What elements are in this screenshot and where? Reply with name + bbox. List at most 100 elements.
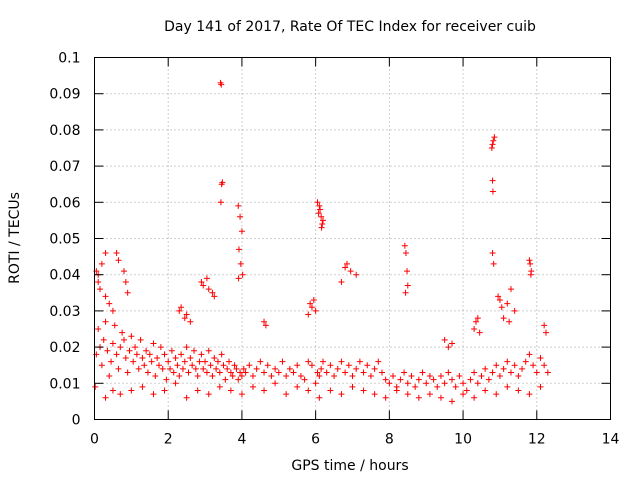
data-point: [124, 289, 131, 296]
data-point: [235, 246, 242, 253]
data-point: [146, 351, 153, 358]
data-point: [113, 351, 120, 358]
data-point: [217, 199, 224, 206]
y-tick-label: 0.01: [49, 376, 80, 392]
data-point: [167, 365, 174, 372]
x-tick-labels: 0 2 4 6 8 10 12 14: [90, 432, 619, 448]
data-point: [445, 369, 452, 376]
data-point: [128, 387, 135, 394]
data-point: [111, 322, 118, 329]
data-point: [130, 358, 137, 365]
data-point: [530, 362, 537, 369]
data-point: [449, 340, 456, 347]
data-point: [261, 318, 268, 325]
data-point: [102, 249, 109, 256]
data-point: [92, 383, 99, 390]
data-point: [323, 369, 330, 376]
data-point: [163, 376, 170, 383]
data-point: [98, 260, 105, 267]
y-tick-label: 0.09: [49, 87, 80, 103]
data-point: [95, 278, 102, 285]
data-point: [133, 351, 140, 358]
data-point: [526, 351, 533, 358]
data-point: [338, 278, 345, 285]
data-point: [229, 373, 236, 380]
data-point: [209, 373, 216, 380]
data-point: [493, 362, 500, 369]
data-point: [412, 383, 419, 390]
data-point: [491, 134, 498, 141]
data-point: [404, 391, 411, 398]
data-point: [537, 383, 544, 390]
data-point: [312, 380, 319, 387]
data-point: [404, 268, 411, 275]
data-point: [316, 394, 323, 401]
data-point: [161, 351, 168, 358]
data-point: [135, 365, 142, 372]
data-point: [430, 376, 437, 383]
data-point: [141, 362, 148, 369]
y-tick-labels: 0 0.01 0.02 0.03 0.04 0.05 0.06 0.07 0.08 0.09 0.1: [49, 51, 80, 429]
data-point: [200, 282, 207, 289]
data-point: [307, 300, 314, 307]
data-point: [526, 257, 533, 264]
data-point: [154, 354, 161, 361]
data-point: [238, 228, 245, 235]
data-point: [393, 387, 400, 394]
data-point: [537, 354, 544, 361]
x-tick-label: 8: [385, 432, 394, 448]
data-point: [490, 260, 497, 267]
data-point: [471, 369, 478, 376]
data-point: [426, 391, 433, 398]
data-point: [382, 394, 389, 401]
data-point: [522, 358, 529, 365]
data-point: [401, 369, 408, 376]
data-point: [181, 315, 188, 322]
data-point: [120, 336, 127, 343]
data-point: [541, 322, 548, 329]
data-point: [316, 202, 323, 209]
data-point: [139, 354, 146, 361]
data-point: [100, 336, 107, 343]
data-point: [115, 365, 122, 372]
data-point: [203, 369, 210, 376]
data-point: [224, 365, 231, 372]
data-point: [401, 242, 408, 249]
data-point: [240, 365, 247, 372]
data-point: [222, 376, 229, 383]
data-point: [320, 217, 327, 224]
data-point: [500, 315, 507, 322]
data-point: [294, 383, 301, 390]
data-point: [174, 362, 181, 369]
y-tick-label: 0.04: [49, 268, 80, 284]
data-point: [312, 307, 319, 314]
data-point: [474, 380, 481, 387]
data-point: [161, 387, 168, 394]
data-point: [402, 289, 409, 296]
data-point: [515, 373, 522, 380]
data-point: [294, 362, 301, 369]
data-point: [511, 307, 518, 314]
data-point: [178, 351, 185, 358]
data-point: [168, 347, 175, 354]
data-point: [511, 362, 518, 369]
data-point: [139, 383, 146, 390]
data-point: [216, 383, 223, 390]
data-point: [533, 369, 540, 376]
data-point: [434, 383, 441, 390]
data-point: [515, 387, 522, 394]
data-point: [194, 373, 201, 380]
x-tick-label: 12: [528, 432, 546, 448]
data-point: [527, 260, 534, 267]
data-point: [137, 336, 144, 343]
data-point: [124, 369, 131, 376]
data-point: [102, 394, 109, 401]
data-point: [488, 145, 495, 151]
data-point: [327, 362, 334, 369]
data-point: [544, 369, 551, 376]
data-point: [456, 373, 463, 380]
data-point: [474, 315, 481, 322]
data-point: [106, 373, 113, 380]
data-point: [220, 362, 227, 369]
data-point: [98, 362, 105, 369]
